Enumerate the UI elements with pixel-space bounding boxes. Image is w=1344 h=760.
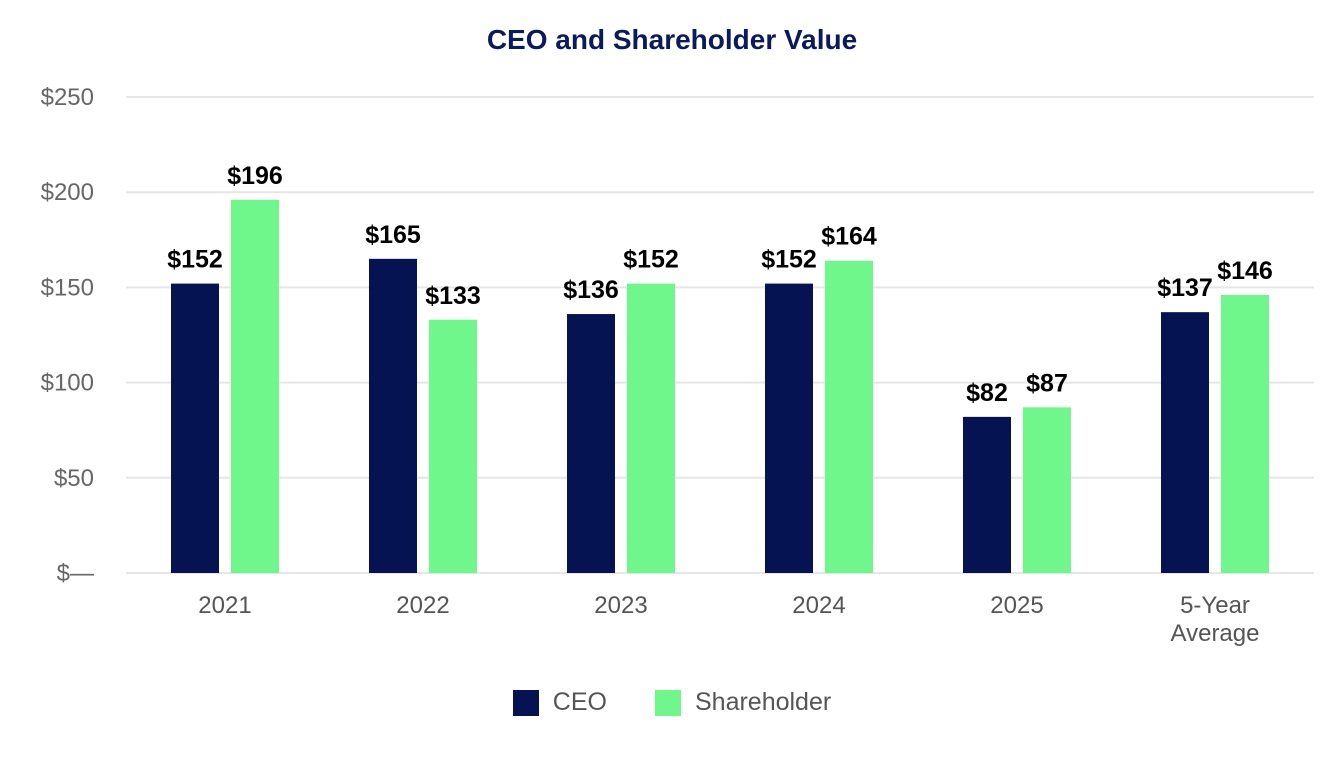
legend: CEO Shareholder [0, 688, 1344, 717]
data-label-ceo: $152 [761, 246, 817, 274]
x-tick-label: 2022 [396, 592, 449, 619]
x-tick-label: 2025 [990, 592, 1043, 619]
data-label-shareholder: $164 [821, 223, 877, 251]
bar-shareholder-2022 [429, 319, 477, 573]
legend-label-shareholder: Shareholder [694, 688, 832, 716]
data-label-shareholder: $152 [623, 246, 679, 274]
x-tick-label: 5-Year [1180, 592, 1250, 619]
y-tick-label: $100 [41, 370, 94, 397]
data-label-shareholder: $196 [227, 162, 283, 190]
bar-shareholder-2025 [1023, 407, 1071, 573]
legend-label-ceo: CEO [552, 688, 607, 716]
y-tick-label: $200 [41, 179, 94, 206]
legend-item-ceo[interactable]: CEO [512, 688, 607, 717]
y-tick-label: $150 [41, 274, 94, 301]
data-label-ceo: $152 [167, 246, 223, 274]
y-tick-label: $50 [54, 465, 94, 492]
data-label-ceo: $165 [365, 221, 421, 249]
data-label-shareholder: $87 [1026, 369, 1068, 397]
gridlines [126, 96, 1314, 574]
data-labels: $152$196$165$133 $136$152 $152$164$82 $87$1… [167, 162, 1273, 407]
bar-ceo-2025 [963, 416, 1011, 573]
bar-shareholder-2024 [825, 260, 873, 573]
bar-ceo-5-year-average [1161, 312, 1209, 573]
bar-ceo-2024 [765, 283, 813, 573]
data-label-shareholder: $146 [1217, 257, 1273, 285]
legend-swatch-ceo [512, 689, 539, 716]
x-tick-label: 2023 [594, 592, 647, 619]
chart-title: CEO and Shareholder Value [486, 24, 858, 55]
y-tick-label: $— [57, 560, 94, 587]
bar-ceo-2023 [567, 314, 615, 573]
bar-shareholder-2021 [231, 199, 279, 574]
legend-item-shareholder[interactable]: Shareholder [654, 688, 832, 717]
data-label-ceo: $137 [1157, 274, 1213, 302]
x-tick-label: 2021 [198, 592, 251, 619]
bar-shareholder-2023 [627, 283, 675, 573]
bar-shareholder-5-year-average [1221, 295, 1269, 573]
data-label-ceo: $82 [966, 379, 1008, 407]
y-axis-ticks: $— $50 $100 $150 $200 $250 [41, 84, 94, 587]
bar-ceo-2022 [369, 258, 417, 573]
y-tick-label: $250 [41, 84, 94, 111]
data-label-ceo: $136 [563, 276, 619, 304]
bars [171, 199, 1269, 574]
data-label-shareholder: $133 [425, 282, 481, 310]
x-tick-label: 2024 [792, 592, 845, 619]
legend-swatch-shareholder [654, 689, 681, 716]
bar-chart: $— $50 $100 $150 $200 $250 $152 $196 $165 $133 $1… [41, 84, 1314, 647]
x-tick-label: Average [1171, 620, 1260, 647]
bar-ceo-2021 [171, 283, 219, 573]
